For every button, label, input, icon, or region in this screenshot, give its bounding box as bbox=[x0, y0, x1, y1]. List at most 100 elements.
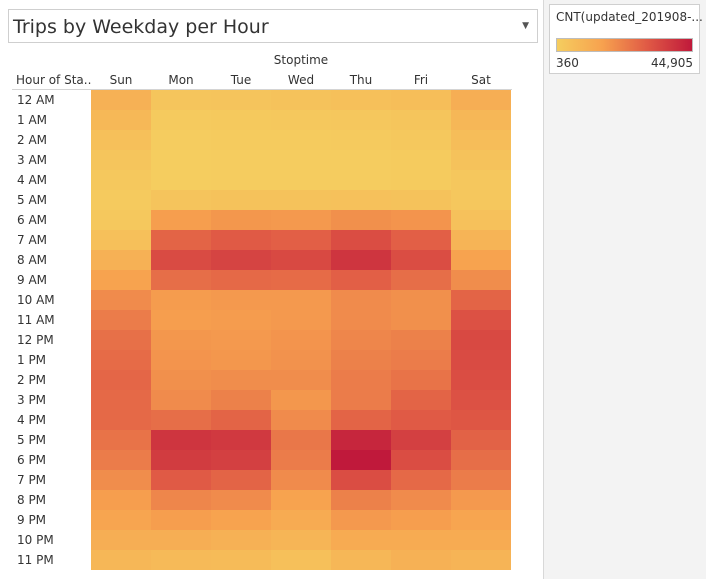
heatmap-cell[interactable] bbox=[91, 490, 151, 510]
heatmap-cell[interactable] bbox=[91, 270, 151, 290]
heatmap-cell[interactable] bbox=[391, 390, 451, 410]
heatmap-cell[interactable] bbox=[331, 470, 391, 490]
heatmap-cell[interactable] bbox=[331, 350, 391, 370]
heatmap-cell[interactable] bbox=[91, 530, 151, 550]
heatmap-cell[interactable] bbox=[211, 130, 271, 150]
heatmap-cell[interactable] bbox=[211, 310, 271, 330]
heatmap-cell[interactable] bbox=[331, 450, 391, 470]
heatmap-cell[interactable] bbox=[91, 430, 151, 450]
heatmap-cell[interactable] bbox=[151, 130, 211, 150]
heatmap-cell[interactable] bbox=[151, 350, 211, 370]
heatmap-cell[interactable] bbox=[151, 430, 211, 450]
heatmap-cell[interactable] bbox=[91, 370, 151, 390]
heatmap-cell[interactable] bbox=[331, 330, 391, 350]
heatmap-cell[interactable] bbox=[151, 270, 211, 290]
heatmap-cell[interactable] bbox=[211, 150, 271, 170]
heatmap-cell[interactable] bbox=[271, 190, 331, 210]
heatmap-cell[interactable] bbox=[331, 390, 391, 410]
heatmap-cell[interactable] bbox=[211, 190, 271, 210]
heatmap-cell[interactable] bbox=[271, 150, 331, 170]
heatmap-cell[interactable] bbox=[451, 390, 511, 410]
heatmap-cell[interactable] bbox=[391, 350, 451, 370]
heatmap-cell[interactable] bbox=[271, 270, 331, 290]
heatmap-cell[interactable] bbox=[211, 110, 271, 130]
heatmap-cell[interactable] bbox=[91, 190, 151, 210]
heatmap-cell[interactable] bbox=[151, 450, 211, 470]
heatmap-cell[interactable] bbox=[451, 410, 511, 430]
heatmap-cell[interactable] bbox=[391, 90, 451, 110]
dropdown-arrow-icon[interactable]: ▼ bbox=[522, 21, 529, 31]
heatmap-cell[interactable] bbox=[91, 90, 151, 110]
heatmap-cell[interactable] bbox=[151, 230, 211, 250]
heatmap-cell[interactable] bbox=[331, 250, 391, 270]
heatmap-cell[interactable] bbox=[271, 370, 331, 390]
heatmap-cell[interactable] bbox=[211, 370, 271, 390]
heatmap-cell[interactable] bbox=[271, 350, 331, 370]
heatmap-cell[interactable] bbox=[451, 370, 511, 390]
heatmap-cell[interactable] bbox=[271, 390, 331, 410]
heatmap-cell[interactable] bbox=[391, 210, 451, 230]
heatmap-cell[interactable] bbox=[391, 130, 451, 150]
heatmap-cell[interactable] bbox=[451, 230, 511, 250]
heatmap-cell[interactable] bbox=[91, 110, 151, 130]
heatmap-cell[interactable] bbox=[211, 290, 271, 310]
heatmap-cell[interactable] bbox=[451, 110, 511, 130]
heatmap-cell[interactable] bbox=[151, 370, 211, 390]
row-header-label[interactable]: Hour of Sta.. bbox=[16, 73, 92, 87]
heatmap-cell[interactable] bbox=[211, 550, 271, 570]
heatmap-cell[interactable] bbox=[91, 250, 151, 270]
heatmap-cell[interactable] bbox=[451, 430, 511, 450]
heatmap-cell[interactable] bbox=[331, 270, 391, 290]
heatmap-cell[interactable] bbox=[91, 550, 151, 570]
heatmap-cell[interactable] bbox=[271, 530, 331, 550]
heatmap-cell[interactable] bbox=[271, 250, 331, 270]
heatmap-cell[interactable] bbox=[211, 90, 271, 110]
heatmap-cell[interactable] bbox=[91, 290, 151, 310]
heatmap-cell[interactable] bbox=[151, 330, 211, 350]
heatmap-cell[interactable] bbox=[271, 170, 331, 190]
heatmap-cell[interactable] bbox=[91, 310, 151, 330]
heatmap-cell[interactable] bbox=[211, 490, 271, 510]
heatmap-cell[interactable] bbox=[331, 310, 391, 330]
heatmap-cell[interactable] bbox=[91, 170, 151, 190]
heatmap-cell[interactable] bbox=[331, 370, 391, 390]
heatmap-cell[interactable] bbox=[91, 350, 151, 370]
heatmap-cell[interactable] bbox=[151, 470, 211, 490]
heatmap-cell[interactable] bbox=[451, 150, 511, 170]
heatmap-cell[interactable] bbox=[151, 250, 211, 270]
heatmap-cell[interactable] bbox=[451, 130, 511, 150]
heatmap-cell[interactable] bbox=[211, 230, 271, 250]
heatmap-cell[interactable] bbox=[211, 530, 271, 550]
heatmap-cell[interactable] bbox=[271, 470, 331, 490]
heatmap-cell[interactable] bbox=[151, 310, 211, 330]
heatmap-cell[interactable] bbox=[271, 490, 331, 510]
heatmap-cell[interactable] bbox=[331, 410, 391, 430]
heatmap-cell[interactable] bbox=[391, 550, 451, 570]
heatmap-cell[interactable] bbox=[271, 110, 331, 130]
heatmap-cell[interactable] bbox=[151, 190, 211, 210]
heatmap-cell[interactable] bbox=[391, 490, 451, 510]
heatmap-cell[interactable] bbox=[91, 130, 151, 150]
heatmap-cell[interactable] bbox=[151, 550, 211, 570]
heatmap-cell[interactable] bbox=[91, 390, 151, 410]
heatmap-grid[interactable] bbox=[91, 90, 511, 570]
heatmap-cell[interactable] bbox=[211, 170, 271, 190]
heatmap-cell[interactable] bbox=[331, 210, 391, 230]
heatmap-cell[interactable] bbox=[451, 290, 511, 310]
heatmap-cell[interactable] bbox=[271, 510, 331, 530]
heatmap-cell[interactable] bbox=[91, 470, 151, 490]
heatmap-cell[interactable] bbox=[211, 270, 271, 290]
heatmap-cell[interactable] bbox=[331, 130, 391, 150]
heatmap-cell[interactable] bbox=[451, 550, 511, 570]
heatmap-cell[interactable] bbox=[391, 170, 451, 190]
heatmap-cell[interactable] bbox=[331, 90, 391, 110]
heatmap-cell[interactable] bbox=[451, 470, 511, 490]
heatmap-cell[interactable] bbox=[271, 90, 331, 110]
heatmap-cell[interactable] bbox=[271, 290, 331, 310]
title-selector[interactable]: Trips by Weekday per Hour ▼ bbox=[8, 9, 538, 43]
heatmap-cell[interactable] bbox=[451, 210, 511, 230]
heatmap-cell[interactable] bbox=[211, 250, 271, 270]
heatmap-cell[interactable] bbox=[151, 490, 211, 510]
heatmap-cell[interactable] bbox=[271, 330, 331, 350]
heatmap-cell[interactable] bbox=[331, 550, 391, 570]
